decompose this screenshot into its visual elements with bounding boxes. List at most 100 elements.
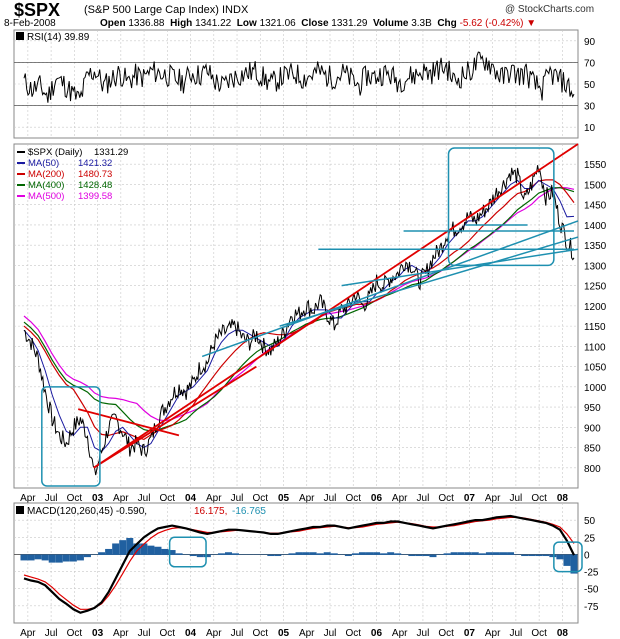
ohlc-line: Open 1336.88 High 1341.22 Low 1321.06 Cl… [100,18,536,29]
open-value: 1336.88 [128,18,165,29]
price-y-tick-label: 800 [584,464,601,475]
price-x-tick-label: 07 [464,493,476,504]
macd-y-tick-label: -25 [584,568,599,579]
open-label: Open [100,18,126,29]
macd-x-tick-label: Apr [113,628,129,639]
ma50-line [23,179,575,453]
highlight-box-2007-top [447,147,555,267]
macd-x-tick-label: 05 [278,628,290,639]
macd-x-tick-label: 07 [464,628,476,639]
macd-histogram-bar [34,554,42,560]
macd-histogram-bar [246,554,254,555]
macd-histogram-bar [281,554,289,555]
macd-histogram-bar [274,554,282,557]
rsi-label: RSI(14) 39.89 [27,32,90,43]
macd-histogram-bar [126,537,134,555]
legend-name: MA(400) [28,180,64,191]
macd-histogram-bar [76,554,84,561]
macd-signal-value: 16.175, [194,506,227,517]
price-x-tick-label: Apr [113,493,129,504]
legend-value: 1399.58 [78,191,112,202]
price-x-tick-label: 03 [92,493,104,504]
macd-histogram-bar [316,553,324,555]
macd-histogram-bar [119,540,127,555]
macd-histogram-bar [239,554,247,555]
macd-histogram-bar [232,553,240,555]
price-x-tick-label: Jul [324,493,337,504]
macd-histogram-bar [478,553,486,555]
volume-value: 3.3B [411,18,432,29]
macd-histogram-bar [154,546,162,555]
macd-histogram-bar [302,552,310,555]
macd-panel-frame [13,502,579,624]
macd-histogram-bar [140,543,148,555]
close-value: 1331.29 [331,18,368,29]
macd-histogram-bar [535,554,543,557]
price-y-tick-label: 1400 [584,221,607,232]
price-y-tick-label: 950 [584,403,601,414]
price-x-tick-label: Jul [231,493,244,504]
macd-histogram-bar [528,554,536,557]
legend-name: MA(200) [28,169,64,180]
blue-trendline [279,236,579,327]
macd-histogram-bar [408,554,416,557]
macd-x-tick-label: Apr [299,628,315,639]
price-x-tick-label: Oct [438,493,454,504]
macd-histogram-bar [351,553,359,555]
macd-histogram-bar [182,554,190,555]
macd-x-tick-label: Oct [345,628,361,639]
macd-histogram-bar [464,552,472,555]
macd-x-tick-label: Jul [417,628,430,639]
price-x-tick-label: Apr [299,493,315,504]
macd-histogram-bar [549,554,557,558]
price-y-tick-label: 1150 [584,322,606,333]
macd-x-tick-label: Jul [324,628,337,639]
red-trendline [93,365,257,469]
red-trendline [93,143,579,469]
spx-price-line [23,165,575,476]
macd-histogram-bar [514,554,522,555]
macd-x-tick-label: 06 [371,628,383,639]
macd-histogram-bar [429,554,437,558]
macd-histogram-bar [217,553,225,555]
macd-histogram-bar [457,552,465,555]
macd-x-tick-label: 03 [92,628,104,639]
macd-histogram-bar [253,554,261,555]
macd-histogram-bar [373,552,381,555]
macd-histogram-bar [168,550,176,555]
index-name: (S&P 500 Large Cap Index) INDX [84,4,249,16]
price-y-tick-label: 1200 [584,302,607,313]
macd-histogram-bar [492,552,500,555]
macd-histogram-bar [401,554,409,555]
low-label: Low [236,18,257,29]
macd-y-tick-label: -75 [584,602,599,613]
macd-histogram-bar [20,554,28,561]
macd-histogram-bar [295,552,303,555]
price-x-tick-label: Jul [138,493,151,504]
change-value: -5.62 (-0.42%) [459,18,524,29]
price-y-tick-label: 1250 [584,282,607,293]
legend-name: MA(500) [28,191,64,202]
price-x-tick-label: 05 [278,493,290,504]
macd-histogram-bar [422,554,430,557]
macd-histogram-bar [196,554,204,558]
macd-histogram-bar [105,548,113,555]
price-y-tick-label: 1300 [584,261,607,272]
macd-y-tick-label: 25 [584,533,596,544]
macd-histogram-bar [415,554,423,557]
price-y-tick-label: 1450 [584,201,607,212]
rsi-line [23,51,575,103]
macd-histogram-bar [323,552,331,555]
macd-x-tick-label: Apr [392,628,408,639]
legend-value: 1480.73 [78,169,112,180]
price-x-tick-label: Apr [485,493,501,504]
macd-histogram-bar [450,552,458,555]
rsi-y-tick-label: 50 [584,80,596,91]
macd-x-tick-label: Jul [231,628,244,639]
price-x-tick-label: Oct [160,493,176,504]
watermark: @ StockCharts.com [505,4,595,15]
macd-histogram-value: -16.765 [232,506,266,517]
red-trendline [77,408,180,437]
rsi-y-tick-label: 90 [584,37,596,48]
